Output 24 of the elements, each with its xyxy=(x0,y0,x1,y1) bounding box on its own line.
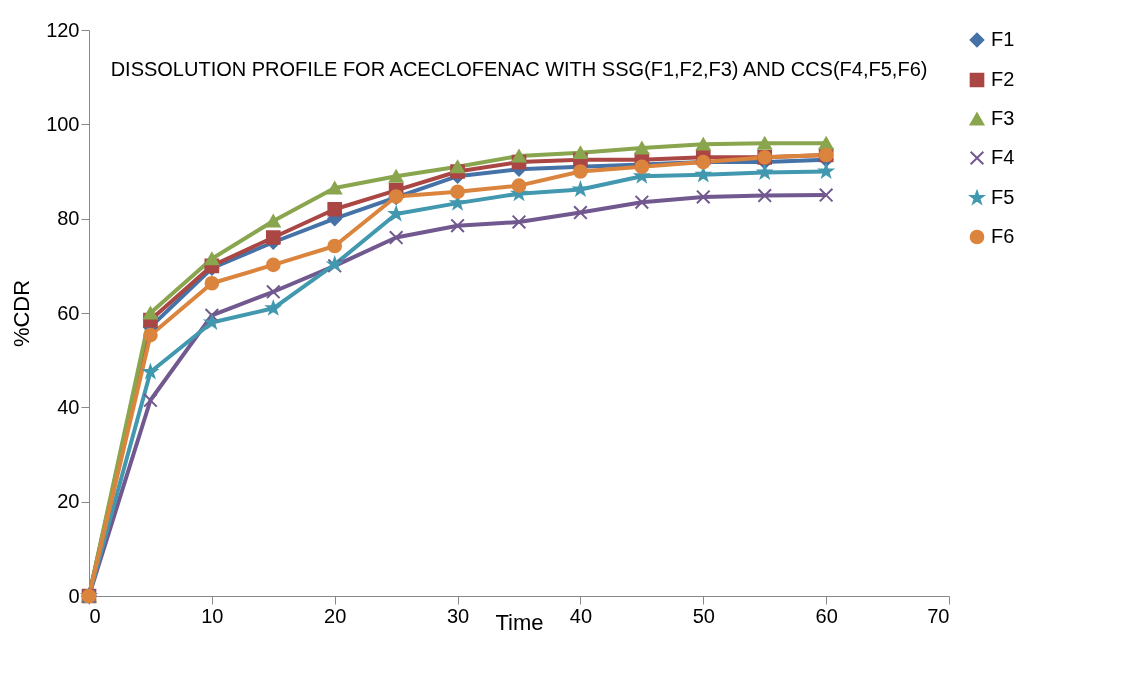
y-tick-label: 80 xyxy=(57,207,80,230)
y-tick-label: 120 xyxy=(46,18,80,41)
x-tick-label: 50 xyxy=(692,604,715,627)
y-tick-label: 60 xyxy=(57,301,80,324)
x-tick-label: 10 xyxy=(201,604,224,627)
x-tick-label: 40 xyxy=(569,604,593,627)
x-tick-label: 20 xyxy=(324,604,347,627)
x-tick-label: 70 xyxy=(927,604,950,627)
legend-label: F1 xyxy=(991,28,1015,50)
y-tick-label: 100 xyxy=(46,112,80,135)
y-axis-title: %CDR xyxy=(9,279,35,348)
y-tick-label: 0 xyxy=(68,584,80,607)
y-tick-label: 40 xyxy=(57,395,80,418)
legend-label: F6 xyxy=(991,225,1015,247)
x-tick-label: 60 xyxy=(815,604,838,627)
x-axis-title: Time xyxy=(495,609,544,635)
legend-label: F4 xyxy=(991,146,1015,168)
legend-label: F5 xyxy=(991,186,1015,208)
y-tick-label: 20 xyxy=(57,490,80,513)
legend-label: F2 xyxy=(991,68,1015,90)
legend-label: F3 xyxy=(991,107,1015,129)
x-tick-label: 0 xyxy=(89,604,101,627)
x-tick-label: 30 xyxy=(446,604,470,627)
text: DISSOLUTION PROFILE FOR ACECLOFENAC WITH SSG(F1,F2,F3) AND CCS(F4,F5,F6) xyxy=(110,58,928,80)
